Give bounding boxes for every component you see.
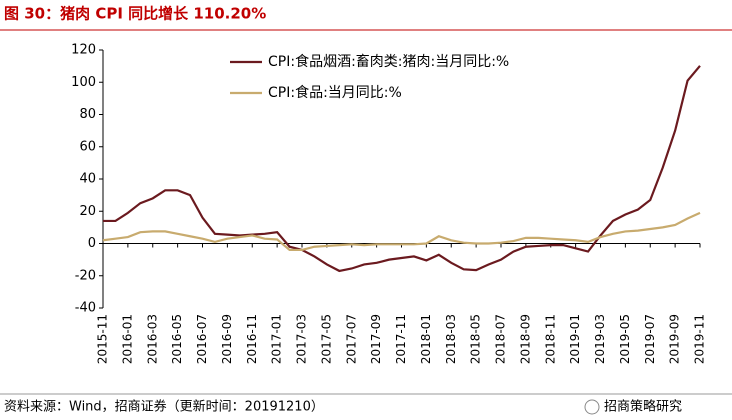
- x-tick-label: 2019-01: [568, 314, 582, 364]
- x-tick-label: 2017-07: [344, 314, 358, 364]
- y-tick-label: 60: [79, 139, 96, 154]
- x-tick-label: 2016-07: [195, 314, 209, 364]
- x-tick-label: 2019-09: [668, 314, 682, 364]
- x-tick-label: 2017-03: [295, 314, 309, 364]
- x-tick-label: 2017-11: [394, 314, 408, 364]
- x-tick-label: 2017-05: [319, 314, 333, 364]
- x-tick-label: 2016-09: [220, 314, 234, 364]
- x-tick-label: 2019-05: [618, 314, 632, 364]
- legend-label: CPI:食品烟酒:畜肉类:猪肉:当月同比:%: [268, 53, 509, 70]
- x-tick-label: 2015-11: [96, 314, 110, 364]
- source: 资料来源：Wind，招商证券（更新时间：20191210）: [4, 399, 324, 415]
- y-tick-label: 0: [88, 236, 96, 251]
- y-tick-label: -40: [75, 301, 96, 316]
- x-tick-label: 2019-03: [593, 314, 607, 364]
- x-tick-label: 2017-01: [270, 314, 284, 364]
- x-tick-label: 2016-01: [120, 314, 134, 364]
- x-tick-label: 2018-07: [494, 314, 508, 364]
- y-tick-label: 100: [71, 75, 96, 90]
- x-tick-label: 2018-03: [444, 314, 458, 364]
- x-tick-label: 2018-09: [518, 314, 532, 364]
- x-tick-label: 2016-11: [245, 314, 259, 364]
- x-tick-label: 2019-07: [643, 314, 657, 364]
- x-tick-label: 2017-09: [369, 314, 383, 364]
- legend-label: CPI:食品:当月同比:%: [268, 84, 402, 101]
- series-line: [102, 211, 701, 252]
- x-tick-label: 2016-05: [170, 314, 184, 364]
- watermark-icon: [584, 399, 600, 415]
- x-tick-label: 2018-11: [543, 314, 557, 364]
- x-tick-label: 2018-05: [469, 314, 483, 364]
- x-tick-label: 2018-01: [419, 314, 433, 364]
- x-tick-label: 2019-11: [693, 314, 707, 364]
- watermark: 招商策略研究: [604, 399, 682, 415]
- y-tick-label: 40: [79, 172, 96, 187]
- series-line: [103, 65, 701, 273]
- y-tick-label: -20: [75, 268, 96, 283]
- y-tick-label: 120: [71, 43, 96, 58]
- y-tick-label: 20: [79, 204, 96, 219]
- x-tick-label: 2016-03: [145, 314, 159, 364]
- y-tick-label: 80: [79, 107, 96, 122]
- chart-title: 图 30：猪肉 CPI 同比增长 110.20%: [4, 5, 266, 23]
